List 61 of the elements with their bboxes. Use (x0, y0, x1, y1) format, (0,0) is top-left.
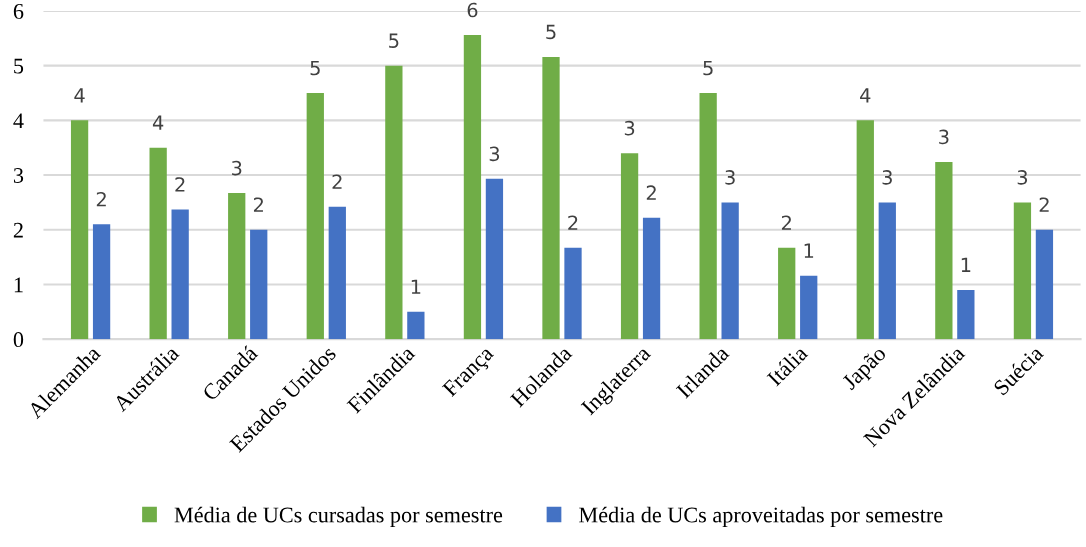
data-label: 1 (961, 257, 971, 272)
bar (1035, 229, 1054, 340)
bar (620, 153, 639, 340)
bar (328, 206, 346, 340)
bar (542, 56, 560, 340)
bar (485, 178, 504, 340)
data-label: 5 (546, 24, 556, 40)
data-label: 3 (882, 170, 892, 185)
y-tick-label: 3 (13, 168, 24, 183)
y-tick-label: 5 (14, 58, 24, 74)
legend-label: Média de UCs aproveitadas por semestre (579, 506, 943, 527)
data-label: 2 (1039, 197, 1049, 212)
data-label: 2 (96, 191, 106, 207)
bar (407, 311, 425, 340)
bar (92, 224, 111, 340)
bar (70, 120, 89, 340)
y-tick-label: 2 (13, 222, 23, 238)
data-label: 6 (467, 2, 478, 18)
data-label: 5 (389, 33, 399, 48)
bar (463, 35, 482, 340)
y-tick-label: 1 (14, 277, 23, 293)
y-tick-label: 6 (13, 3, 24, 19)
data-label: 2 (253, 197, 263, 212)
bar (564, 247, 582, 340)
data-label: 5 (310, 60, 320, 76)
bar (935, 161, 953, 340)
legend-label: Média de UCs cursadas por semestre (174, 506, 503, 527)
bar (856, 120, 874, 340)
bar (250, 229, 268, 340)
y-tick-label: 0 (13, 332, 24, 348)
data-label: 3 (624, 120, 635, 136)
bar (385, 65, 403, 340)
data-label: 4 (860, 88, 871, 103)
data-label: 3 (1017, 170, 1028, 185)
data-label: 3 (725, 170, 735, 185)
data-label: 5 (703, 60, 713, 76)
data-label: 2 (781, 215, 791, 230)
bar (957, 289, 975, 340)
bar (778, 247, 796, 340)
data-label: 3 (232, 160, 242, 176)
bar (228, 193, 246, 340)
bar (699, 92, 717, 340)
data-label: 4 (152, 115, 164, 130)
bar (721, 202, 739, 340)
bar (878, 202, 896, 340)
data-label: 3 (489, 146, 500, 162)
bar (149, 147, 167, 340)
bar (642, 217, 661, 340)
data-label: 2 (175, 177, 185, 192)
bar (171, 209, 189, 340)
data-label: 1 (804, 243, 814, 258)
data-label: 2 (568, 215, 578, 230)
bar (1013, 202, 1032, 340)
data-label: 4 (74, 88, 85, 103)
bar (800, 275, 818, 340)
data-label: 1 (411, 279, 421, 294)
data-label: 3 (939, 129, 949, 145)
data-label: 2 (646, 185, 656, 200)
bar (306, 92, 324, 340)
y-tick-label: 4 (13, 113, 24, 129)
data-label: 2 (332, 174, 342, 189)
